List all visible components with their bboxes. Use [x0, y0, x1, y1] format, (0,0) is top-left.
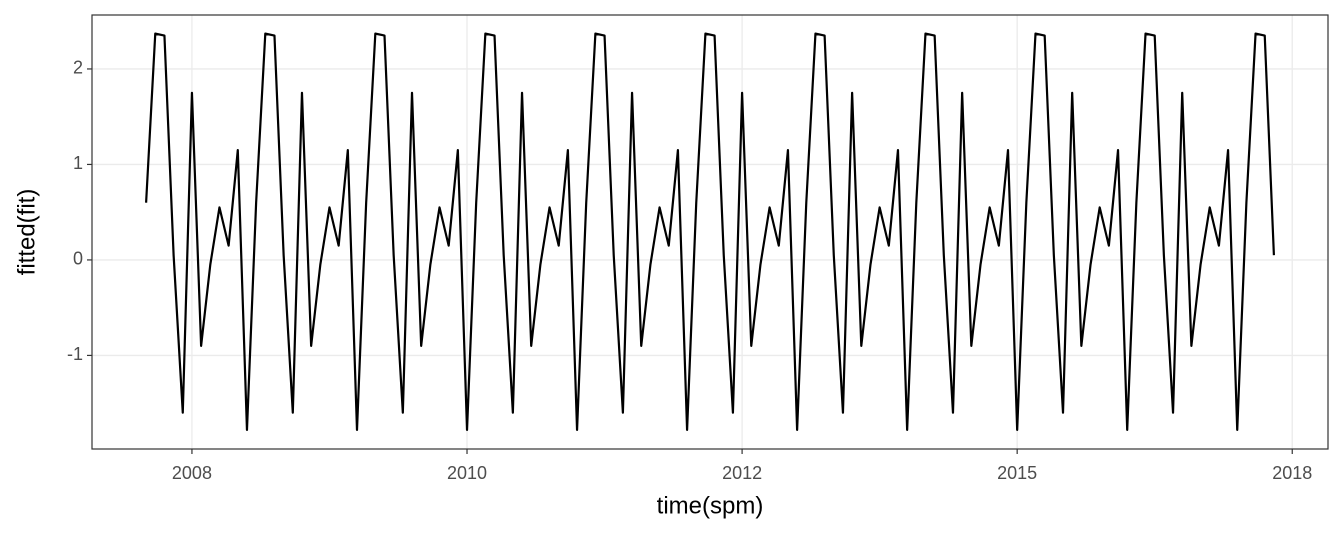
y-tick-label: 2 [73, 58, 83, 78]
x-tick-label: 2012 [722, 463, 762, 483]
x-tick-label: 2008 [172, 463, 212, 483]
x-axis-title: time(spm) [657, 492, 764, 519]
y-tick-label: 1 [73, 153, 83, 173]
panel-border [91, 14, 1329, 450]
x-tick-label: 2018 [1272, 463, 1312, 483]
y-tick-label: -1 [67, 344, 83, 364]
x-tick-label: 2015 [997, 463, 1037, 483]
y-axis-title: fitted(fit) [13, 189, 40, 276]
x-tick-label: 2010 [447, 463, 487, 483]
series-line [145, 32, 1275, 431]
y-tick-label: 0 [73, 249, 83, 269]
